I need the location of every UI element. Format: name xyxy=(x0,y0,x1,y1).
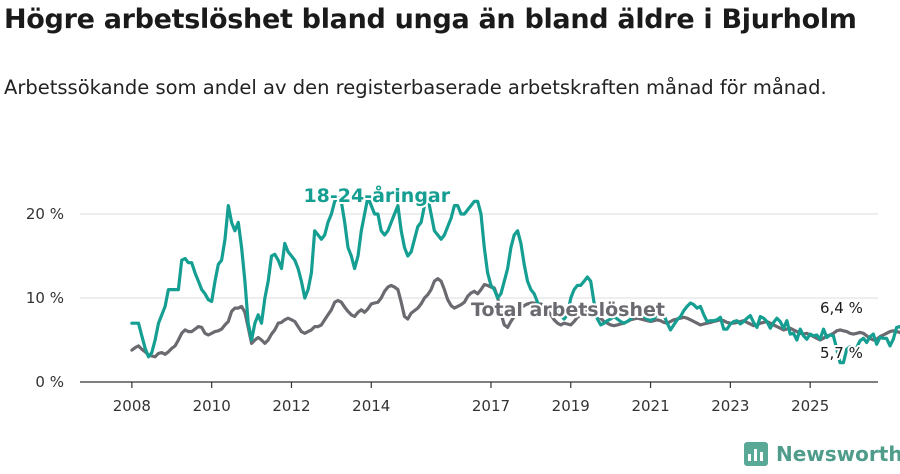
x-tick-label: 2010 xyxy=(193,397,231,415)
series-label-total: Total arbetslöshet xyxy=(471,299,665,321)
y-tick-label: 10 % xyxy=(26,289,64,307)
end-label-youth: 6,4 % xyxy=(820,299,863,317)
x-tick-label: 2021 xyxy=(631,397,669,415)
y-axis-ticks: 0 % 10 % 20 % xyxy=(26,205,64,391)
x-tick-label: 2019 xyxy=(552,397,590,415)
grid-layer xyxy=(80,213,878,383)
bar-chart-icon xyxy=(744,442,768,466)
chart-title: Högre arbetslöshet bland unga än bland ä… xyxy=(4,4,857,35)
x-tick-label: 2023 xyxy=(711,397,749,415)
x-axis-ticks: 2008 2010 2012 2014 2017 2019 2021 2023 2025 xyxy=(113,382,829,415)
series-layer xyxy=(130,195,900,365)
x-tick-label: 2008 xyxy=(113,397,151,415)
x-tick-label: 2017 xyxy=(472,397,510,415)
series-line-total xyxy=(130,277,900,359)
brand-name: Newsworthy xyxy=(776,442,900,466)
newsworthy-logo[interactable]: Newsworthy xyxy=(744,442,900,466)
x-tick-label: 2014 xyxy=(352,397,390,415)
label-layer: 18-24-åringar Total arbetslöshet 6,4 % 5,7 … xyxy=(301,181,864,364)
series-line-youth xyxy=(130,195,900,365)
chart-subtitle: Arbetssökande som andel av den registerb… xyxy=(4,76,827,99)
y-tick-label: 0 % xyxy=(35,373,64,391)
x-tick-label: 2012 xyxy=(272,397,310,415)
x-tick-label: 2025 xyxy=(791,397,829,415)
y-tick-label: 20 % xyxy=(26,205,64,223)
end-label-total: 5,7 % xyxy=(820,344,863,362)
series-label-youth: 18-24-åringar xyxy=(303,183,450,207)
